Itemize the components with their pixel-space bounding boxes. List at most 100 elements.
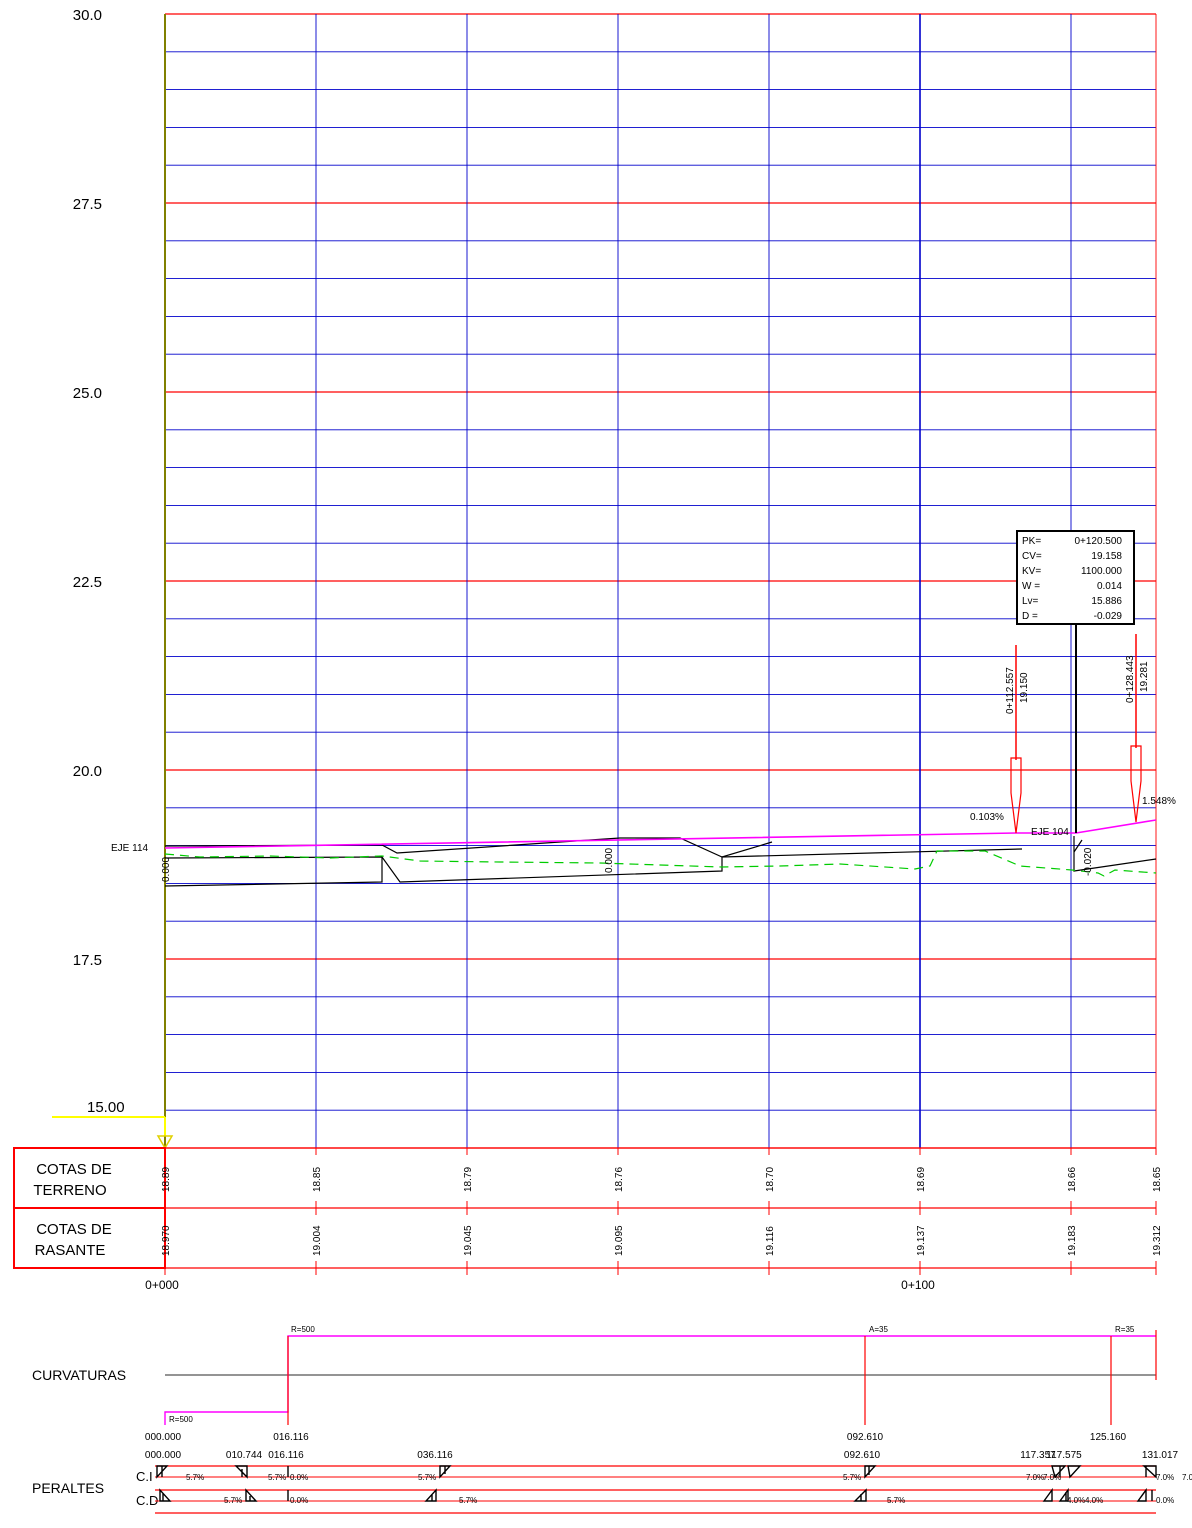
superelevation-wedge-icon	[424, 1488, 437, 1502]
peralte-station: 036.116	[417, 1450, 453, 1461]
ci-value: 5.7%	[843, 1473, 861, 1482]
elevation-labels: 30.0 27.5 25.0 22.5 20.0 17.5	[73, 7, 102, 969]
station-label-start: 0+000	[145, 1278, 179, 1292]
terrain-elevation-value: 18.76	[614, 1167, 625, 1192]
box-key: PK=	[1022, 536, 1041, 547]
rasante-table-title-line1: COTAS DE	[36, 1221, 112, 1238]
cd-value: 5.7%	[224, 1496, 242, 1505]
terrain-table-title-line1: COTAS DE	[36, 1161, 112, 1178]
section-outline-left	[164, 856, 383, 887]
box-key: D =	[1022, 611, 1038, 622]
superelevation-wedge-icon	[1051, 1465, 1067, 1479]
terrain-elevation-value: 18.89	[161, 1167, 172, 1192]
datum-triangle-icon	[156, 1135, 174, 1150]
superelevation-wedge-icon	[853, 1488, 867, 1502]
ci-value: 7.0	[1182, 1473, 1192, 1482]
datum-marker: 15.00	[52, 1099, 174, 1150]
curvature-station: 092.610	[847, 1432, 884, 1443]
section-top-line	[164, 837, 773, 858]
rasante-elevation-value: 19.116	[765, 1226, 776, 1256]
curvature-station: 016.116	[273, 1432, 309, 1443]
offset-label-start: 0.000	[161, 857, 172, 882]
peralte-station: 117.575	[1046, 1450, 1082, 1461]
box-value: 0+120.500	[1074, 536, 1122, 547]
table-lines	[14, 1147, 1157, 1275]
rasante-values: 18.970 19.004 19.045 19.095 19.116 19.137 19.1…	[161, 1225, 1163, 1256]
curvaturas-title: CURVATURAS	[32, 1367, 126, 1383]
rasante-elevation-value: 18.970	[161, 1225, 172, 1256]
box-frame	[1016, 530, 1135, 625]
superelevation-wedge-icon	[1067, 1465, 1082, 1479]
box-value: 0.014	[1097, 581, 1122, 592]
terrain-elevation-value: 18.70	[765, 1167, 776, 1192]
terrain-elevation-value: 18.65	[1152, 1167, 1163, 1192]
cd-label: C.D	[136, 1493, 158, 1508]
station-label-100: 0+100	[901, 1278, 935, 1292]
axis-label-eje-104: EJE 104	[1031, 827, 1069, 838]
terrain-elevation-value: 18.79	[463, 1167, 474, 1192]
rasante-table-title-line2: RASANTE	[35, 1242, 106, 1259]
peraltes-title: PERALTES	[32, 1480, 104, 1496]
datum-label: 15.00	[87, 1099, 125, 1116]
down-arrow-icon	[1010, 757, 1022, 834]
terrain-line	[164, 850, 1157, 877]
profile-lines	[164, 819, 1157, 887]
cd-superelevation-symbols	[159, 1487, 1153, 1502]
terrain-values: 18.89 18.85 18.79 18.76 18.70 18.69 18.66 18.65	[161, 1167, 1163, 1192]
peralte-station: 016.116	[268, 1450, 304, 1461]
rasante-elevation-value: 19.312	[1152, 1225, 1163, 1256]
marker-station: 0+112.557	[1005, 667, 1016, 714]
ci-value: 5.7%	[186, 1473, 204, 1482]
curvature-label: R=35	[1115, 1325, 1135, 1334]
curvature-station: 125.160	[1090, 1432, 1127, 1443]
rasante-elevation-value: 19.004	[312, 1225, 323, 1256]
box-value: 19.158	[1091, 551, 1122, 562]
peralte-station: 010.744	[226, 1450, 263, 1461]
peralte-station: 092.610	[844, 1450, 881, 1461]
ci-value: 7.0%	[1026, 1473, 1044, 1482]
cd-value: 0.0%	[1156, 1496, 1174, 1505]
marker-elevation: 19.150	[1019, 672, 1030, 703]
offset-label-middle: 0.000	[604, 848, 615, 873]
ci-value: 7.0%	[1043, 1473, 1061, 1482]
terrain-elevation-value: 18.66	[1067, 1167, 1078, 1192]
box-key: CV=	[1022, 551, 1042, 562]
elevation-label: 17.5	[73, 952, 102, 969]
box-key: Lv=	[1022, 596, 1039, 607]
curvature-label: R=500	[169, 1415, 193, 1424]
rasante-line	[164, 819, 1157, 849]
elevation-label: 30.0	[73, 7, 102, 24]
superelevation-wedge-icon	[245, 1488, 258, 1502]
axis-label-eje-114: EJE 114	[111, 843, 148, 854]
curvature-diagram	[164, 1335, 1156, 1425]
rasante-elevation-value: 19.137	[916, 1225, 927, 1256]
superelevation-wedge-icon	[1058, 1487, 1069, 1502]
box-value: 1100.000	[1081, 566, 1122, 577]
section-right-line	[1073, 836, 1157, 872]
superelevation-wedge-icon	[1136, 1487, 1153, 1502]
rasante-elevation-value: 19.183	[1067, 1225, 1078, 1256]
grade-label-left: 0.103%	[970, 812, 1004, 823]
section-bottom-line	[381, 848, 1023, 883]
elevation-label: 27.5	[73, 196, 102, 213]
cd-value: 5.7%	[459, 1496, 477, 1505]
superelevation-wedge-icon	[864, 1465, 877, 1479]
ci-value: 5.7%	[268, 1473, 286, 1482]
profile-grid	[165, 13, 1157, 1149]
cd-value: 0.0%	[290, 1496, 308, 1505]
ci-superelevation-symbols	[156, 1465, 1157, 1479]
box-value: 15.886	[1091, 596, 1122, 607]
station-marker-1: 0+112.557 19.150	[1005, 645, 1030, 834]
superelevation-wedge-icon	[1142, 1465, 1157, 1479]
down-arrow-icon	[1130, 745, 1142, 823]
grade-label-right: 1.548%	[1142, 796, 1176, 807]
cd-value: 5.7%	[887, 1496, 905, 1505]
box-value: -0.029	[1094, 611, 1123, 622]
profile-annotations: EJE 114 EJE 104 0.103% 1.548% 0.000 0.00…	[111, 796, 1176, 882]
curvature-label: A=35	[869, 1325, 888, 1334]
elevation-label: 22.5	[73, 574, 102, 591]
peralte-station: 131.017	[1142, 1450, 1179, 1461]
curvature-label: R=500	[291, 1325, 315, 1334]
cd-value: 4.0%	[1067, 1496, 1085, 1505]
